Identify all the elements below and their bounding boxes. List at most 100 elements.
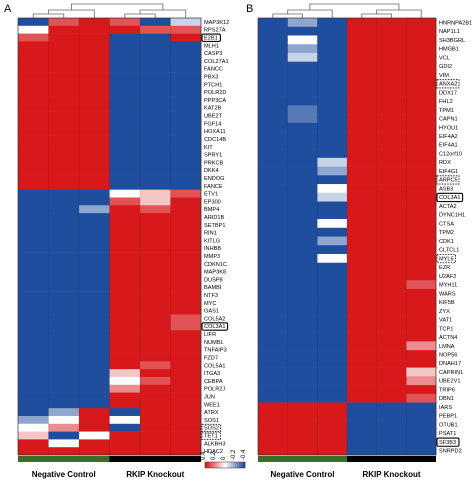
heatmap-cell <box>170 306 202 315</box>
heatmap-cell <box>140 228 171 237</box>
heatmap-cell <box>140 213 171 222</box>
heatmap-cell <box>109 384 141 393</box>
dendrogram-branch <box>70 3 164 10</box>
panel-letter-b: B <box>246 3 253 15</box>
heatmap-cell <box>48 197 80 206</box>
legend-tick-label: 0 <box>221 456 227 460</box>
heatmap-cell <box>258 114 288 124</box>
heatmap-cell <box>18 275 49 284</box>
legend-swatch <box>217 462 220 468</box>
heatmap-cell <box>347 140 377 150</box>
heatmap-cell <box>376 44 407 54</box>
heatmap-cell <box>347 288 377 298</box>
heatmap-cell <box>258 402 288 412</box>
heatmap-cell <box>317 184 348 194</box>
heatmap-cell <box>48 415 80 425</box>
legend-swatch <box>241 462 244 468</box>
gene-label: SNRPD2 <box>439 449 462 455</box>
gene-label: E2B1 <box>204 36 218 42</box>
heatmap-cell <box>317 87 348 97</box>
gene-label: GDI2 <box>439 64 452 70</box>
gene-label: ARPC5 <box>439 178 458 184</box>
heatmap-cell <box>79 228 110 237</box>
heatmap-cell <box>317 114 348 124</box>
heatmap-cell <box>376 157 407 167</box>
heatmap-cell <box>406 288 437 298</box>
heatmap-cell <box>48 96 80 105</box>
heatmap-cell <box>79 127 110 136</box>
heatmap-cell <box>170 275 202 284</box>
heatmap-cell <box>287 96 318 106</box>
heatmap-cell <box>170 119 202 128</box>
heatmap-cell <box>170 142 202 151</box>
heatmap-cell <box>18 41 49 50</box>
heatmap-cell <box>48 111 80 120</box>
heatmap-cell <box>48 259 80 269</box>
heatmap-cell <box>18 291 49 300</box>
heatmap-cell <box>79 18 110 27</box>
heatmap-cell <box>258 61 288 71</box>
heatmap-cell <box>140 49 171 58</box>
heatmap-cell <box>406 18 437 28</box>
heatmap-cell <box>258 166 288 176</box>
gene-label: RIN1 <box>204 231 217 237</box>
gene-label: PEBP1 <box>439 414 457 420</box>
heatmap-cell <box>317 157 348 167</box>
heatmap-cell <box>170 158 202 167</box>
heatmap-cell <box>79 423 110 432</box>
gene-label: IARS <box>439 405 452 411</box>
heatmap-cell <box>18 64 49 73</box>
heatmap-cell <box>347 96 377 106</box>
gene-label: DDX17 <box>439 90 457 96</box>
heatmap-cell <box>18 298 49 308</box>
heatmap-cell <box>258 35 288 45</box>
gene-label: ANXA2 <box>439 82 457 88</box>
heatmap-cell <box>109 376 141 386</box>
heatmap-cell <box>258 70 288 80</box>
heatmap-cell <box>347 341 377 351</box>
heatmap-cell <box>317 105 348 115</box>
heatmap-cell <box>170 127 202 136</box>
gene-label: MYC <box>204 301 216 307</box>
heatmap-cell <box>287 280 318 290</box>
heatmap-cell <box>258 219 288 229</box>
heatmap-cell <box>287 157 318 167</box>
heatmap-cell <box>48 142 80 151</box>
heatmap-cell <box>287 219 318 229</box>
gene-label: HYOU1 <box>439 125 458 131</box>
heatmap-cell <box>170 291 202 300</box>
heatmap-cell <box>347 87 377 97</box>
heatmap-cell <box>140 337 171 347</box>
heatmap-cell <box>140 306 171 315</box>
heatmap-cell <box>48 298 80 308</box>
heatmap-cell <box>48 447 80 456</box>
heatmap-cell <box>287 149 318 159</box>
heatmap-cell <box>140 384 171 393</box>
heatmap-cell <box>79 415 110 425</box>
gene-label: HNRNPA2B1 <box>439 20 472 26</box>
heatmap-cell <box>347 411 377 421</box>
gene-label: COL5A2 <box>204 316 225 322</box>
heatmap-cell <box>170 205 202 214</box>
heatmap-cell <box>48 41 80 50</box>
heatmap-cell <box>48 400 80 409</box>
gene-label: INHBB <box>204 246 221 252</box>
heatmap-cell <box>347 184 377 194</box>
heatmap-cell <box>79 267 110 276</box>
legend-swatch <box>211 462 214 468</box>
heatmap-cell <box>287 61 318 71</box>
gene-label: MYH11 <box>439 283 457 289</box>
heatmap-cell <box>317 96 348 106</box>
heatmap-cell <box>287 420 318 430</box>
heatmap-cell <box>287 79 318 89</box>
heatmap-cell <box>406 358 437 368</box>
heatmap-cell <box>258 376 288 386</box>
heatmap-cell <box>317 26 348 36</box>
heatmap-cell <box>406 219 437 229</box>
heatmap-cell <box>48 408 80 417</box>
heatmap-cell <box>109 322 141 331</box>
gene-label: CDC14B <box>204 137 226 143</box>
heatmap-cell <box>376 79 407 89</box>
heatmap-cell <box>406 184 437 194</box>
heatmap-cell <box>287 131 318 141</box>
